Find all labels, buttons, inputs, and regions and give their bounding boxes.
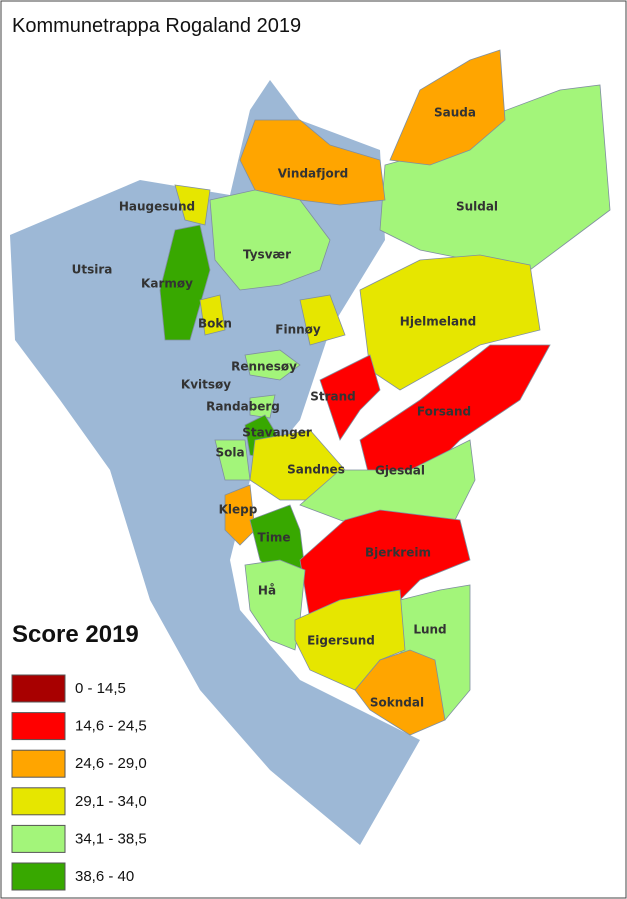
- region: [199, 294, 226, 336]
- legend: 0 - 14,5 14,6 - 24,5 24,6 - 29,0 29,1 - 34,…: [11, 674, 147, 891]
- region: [239, 119, 386, 206]
- municipality-label: Suldal: [456, 200, 498, 214]
- municipality-label: Bokn: [198, 317, 232, 331]
- legend-label: 24,6 - 29,0: [75, 755, 147, 772]
- municipality-label: Lund: [413, 623, 446, 637]
- legend-swatch: [11, 674, 66, 703]
- municipality-label: Finnøy: [275, 323, 321, 337]
- municipality-label: Tysvær: [243, 248, 291, 262]
- municipality-label: Forsand: [417, 405, 471, 419]
- map-title: Kommunetrappa Rogaland 2019: [12, 15, 301, 37]
- region: [299, 294, 346, 346]
- municipality-label: Bjerkreim: [365, 546, 431, 560]
- legend-swatch: [11, 787, 66, 816]
- region: [319, 354, 381, 441]
- municipality-label: Utsira: [72, 263, 113, 277]
- legend-title: Score 2019: [12, 621, 139, 648]
- region: [174, 184, 211, 226]
- municipality-label: Hjelmeland: [400, 315, 476, 329]
- municipality-label: Stavanger: [242, 426, 312, 440]
- legend-swatch: [11, 824, 66, 853]
- region: [249, 394, 276, 419]
- municipality-label: Rennesøy: [231, 360, 297, 374]
- municipalities: [159, 49, 611, 736]
- municipality-label: Eigersund: [307, 634, 375, 648]
- municipality-label: Klepp: [219, 503, 258, 517]
- municipality-label: Haugesund: [119, 200, 195, 214]
- legend-swatch: [11, 862, 66, 891]
- municipality-label: Kvitsøy: [181, 378, 231, 392]
- legend-label: 29,1 - 34,0: [75, 793, 147, 810]
- legend-swatch: [11, 712, 66, 741]
- municipality-labels: Sauda Vindafjord Haugesund Suldal Utsira Tysv…: [72, 106, 498, 710]
- municipality-label: Time: [258, 531, 291, 545]
- municipality-label: Vindafjord: [278, 167, 349, 181]
- region: [359, 254, 541, 391]
- region: [159, 224, 211, 341]
- municipality-label: Karmøy: [141, 277, 193, 291]
- legend-label: 0 - 14,5: [75, 680, 126, 697]
- municipality-label: Gjesdal: [375, 464, 425, 478]
- legend-swatch: [11, 749, 66, 778]
- legend-label: 34,1 - 38,5: [75, 830, 147, 847]
- municipality-label: Sola: [215, 446, 244, 460]
- region: [224, 484, 256, 546]
- legend-label: 38,6 - 40: [75, 868, 134, 885]
- municipality-label: Randaberg: [206, 400, 280, 414]
- municipality-label: Sauda: [434, 106, 476, 120]
- region: [389, 49, 506, 166]
- municipality-label: Hå: [258, 584, 276, 598]
- legend-label: 14,6 - 24,5: [75, 718, 147, 735]
- region: [354, 649, 446, 736]
- region: [244, 349, 301, 381]
- municipality-label: Sokndal: [370, 696, 424, 710]
- municipality-label: Sandnes: [287, 463, 345, 477]
- municipality-label: Strand: [310, 390, 356, 404]
- region: [209, 189, 331, 291]
